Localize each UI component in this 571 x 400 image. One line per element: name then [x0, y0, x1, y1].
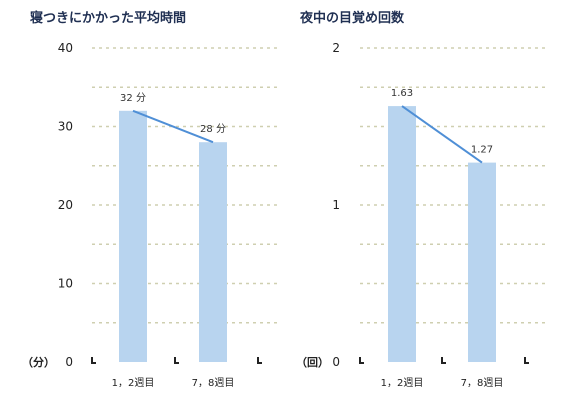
category-label: 7，8週目	[461, 377, 504, 389]
category-label: 7，8週目	[192, 377, 235, 389]
data-label: 28 分	[200, 123, 226, 135]
baseline-tick	[174, 357, 179, 364]
baseline-tick	[359, 357, 364, 364]
data-label: 1.63	[391, 88, 413, 99]
baseline-tick	[441, 357, 446, 364]
data-label: 32 分	[120, 92, 146, 104]
baseline-tick	[91, 357, 96, 364]
category-label: 1，2週目	[112, 377, 155, 389]
baseline-tick	[257, 357, 262, 364]
bar	[199, 142, 227, 362]
bar	[119, 110, 147, 362]
trend-line	[132, 109, 214, 144]
unit-label: （回）	[296, 355, 329, 369]
chart-title: 夜中の目覚め回数	[299, 10, 405, 26]
y-tick-label: 0	[65, 355, 73, 369]
chart-title: 寝つきにかかった平均時間	[30, 10, 186, 26]
y-tick-label: 2	[332, 41, 340, 55]
y-tick-label: 40	[58, 41, 73, 55]
y-tick-label: 30	[58, 120, 73, 134]
y-tick-label: 20	[58, 198, 73, 212]
y-tick-label: 10	[58, 277, 73, 291]
y-tick-label: 1	[332, 198, 340, 212]
category-label: 1，2週目	[381, 377, 424, 389]
y-tick-label: 0	[332, 355, 340, 369]
unit-label: （分）	[22, 355, 55, 369]
data-label: 1.27	[471, 145, 493, 156]
trend-line	[401, 105, 483, 164]
bar	[388, 106, 416, 362]
baseline-tick	[524, 357, 529, 364]
bar	[468, 162, 496, 362]
